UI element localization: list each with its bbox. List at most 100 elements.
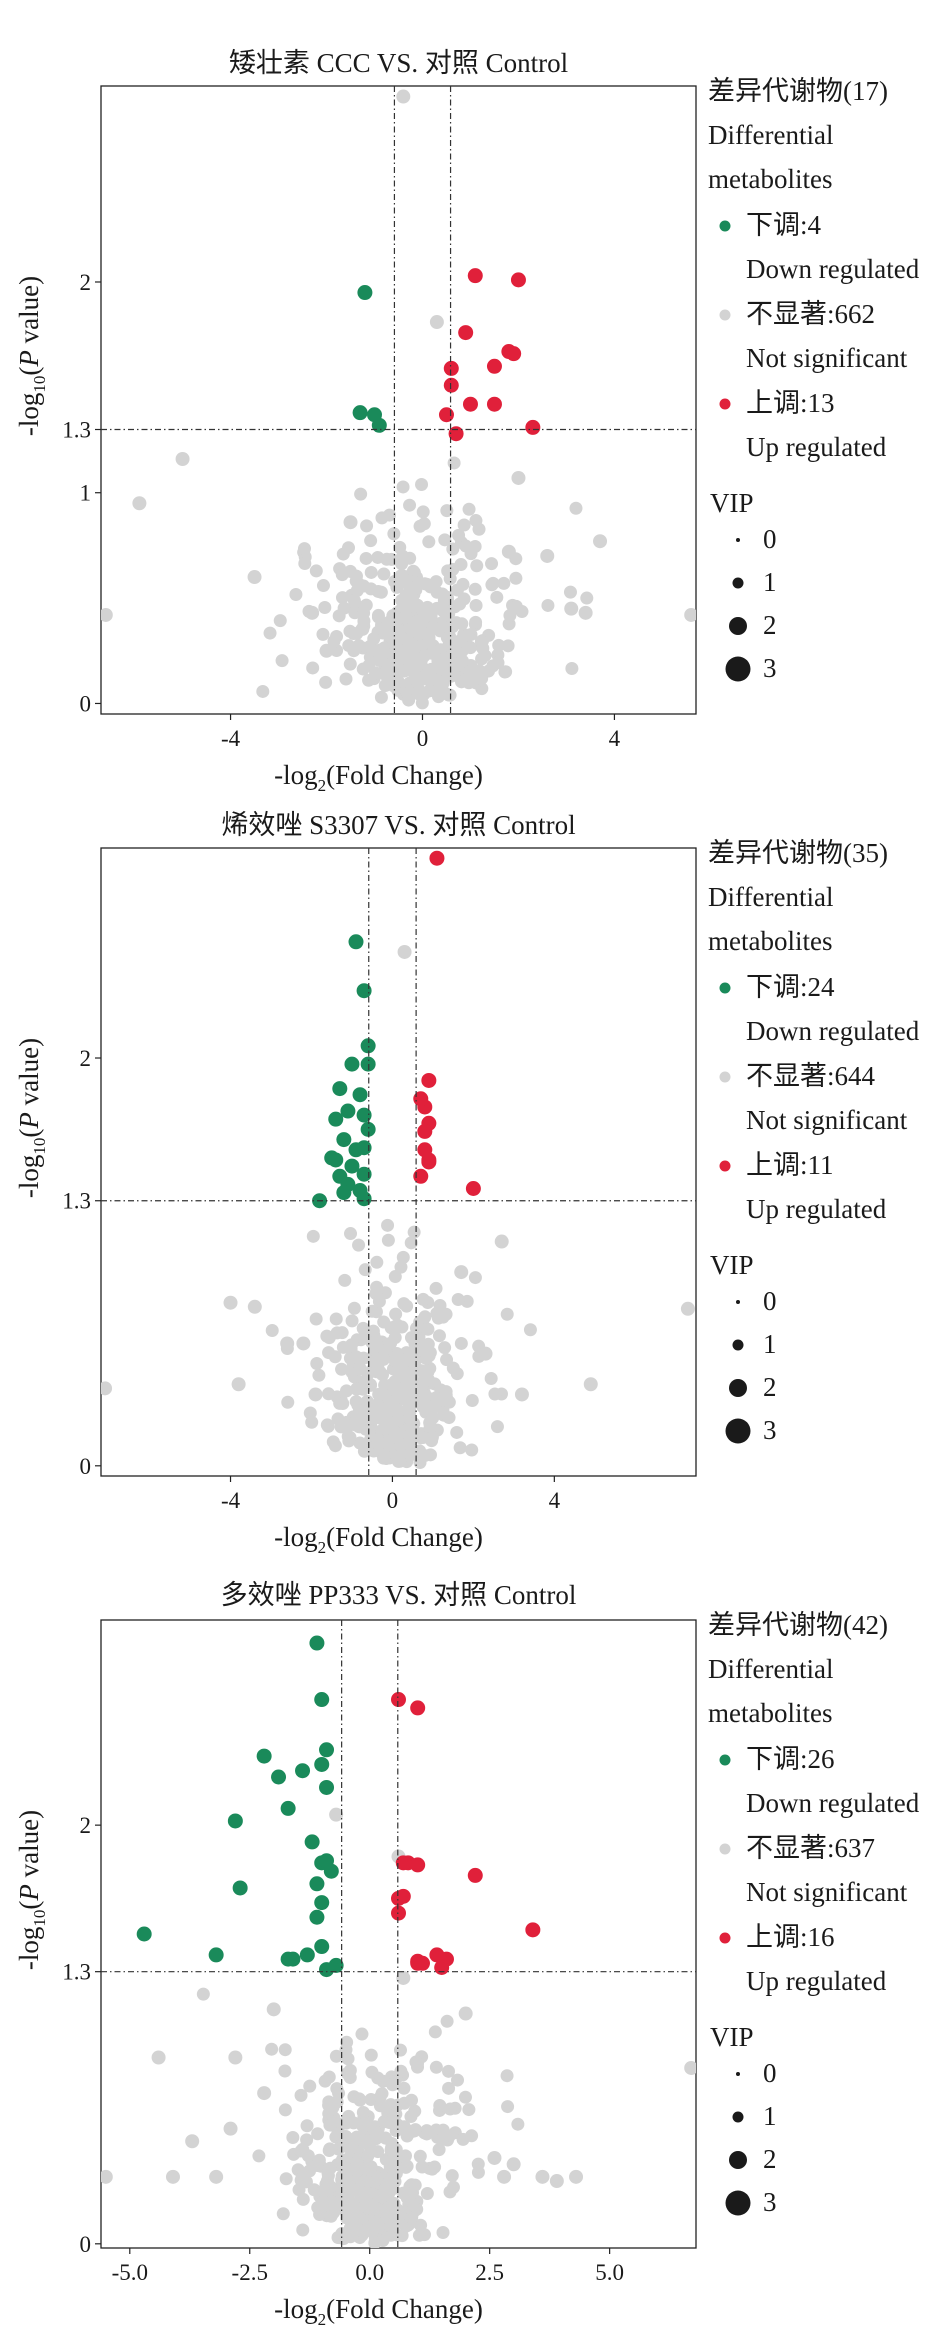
data-point-ns: [500, 1307, 514, 1321]
data-point-ns: [408, 1389, 422, 1403]
data-point-ns: [347, 2090, 361, 2104]
legend-swatch-ns: [719, 309, 731, 321]
legend-title-en-2: metabolites: [708, 926, 832, 956]
data-point-ns: [422, 631, 436, 645]
legend-label-cn: 上调:13: [746, 388, 835, 418]
data-point-ns: [438, 533, 452, 547]
vip-size-swatch: [732, 2111, 744, 2123]
data-point-down: [256, 1748, 272, 1764]
data-point-down: [309, 1876, 325, 1892]
data-point-ns: [511, 2117, 525, 2131]
data-point-ns: [305, 1415, 319, 1429]
data-point-ns: [357, 2134, 371, 2148]
data-point-down: [208, 1947, 224, 1963]
data-point-ns: [412, 687, 426, 701]
data-point-ns: [429, 2060, 443, 2074]
data-point-ns: [407, 1417, 421, 1431]
legend-title-en-1: Differential: [708, 882, 833, 912]
vip-legend-title: VIP: [710, 2022, 754, 2052]
points-layer: [101, 850, 695, 1470]
data-point-up: [421, 1152, 437, 1168]
data-point-ns: [472, 522, 486, 536]
data-point-ns: [306, 1229, 320, 1243]
data-point-ns: [486, 576, 500, 590]
data-point-ns: [475, 635, 489, 649]
data-point-ns: [358, 1263, 372, 1277]
legend-label-en: Not significant: [746, 1105, 908, 1135]
data-point-ns: [256, 684, 270, 698]
data-point-ns: [350, 584, 364, 598]
y-axis-label-pre: -log: [14, 393, 44, 437]
data-point-ns: [356, 1331, 370, 1345]
data-point-ns: [429, 1281, 443, 1295]
legend-swatch-up: [719, 398, 731, 410]
data-point-ns: [318, 600, 332, 614]
data-point-ns: [393, 2043, 407, 2057]
data-point-ns: [680, 1301, 695, 1316]
data-point-ns: [362, 1423, 376, 1437]
data-point-ns: [330, 2082, 344, 2096]
data-point-ns: [451, 2073, 465, 2087]
x-axis-label-pre: -log: [274, 2294, 318, 2324]
data-point-up: [462, 396, 478, 412]
chart-title: 矮壮素 CCC VS. 对照 Control: [229, 48, 568, 78]
plot-frame: [100, 1619, 697, 2249]
data-point-ns: [329, 1312, 343, 1326]
data-point-ns: [276, 2207, 290, 2221]
data-point-ns: [374, 690, 388, 704]
data-point-ns: [252, 2149, 266, 2163]
data-point-ns: [470, 559, 484, 573]
data-point-ns: [541, 598, 555, 612]
data-point-ns: [413, 2149, 427, 2163]
data-point-ns: [442, 688, 456, 702]
legend-swatch-down: [719, 220, 731, 232]
data-point-ns: [223, 1295, 238, 1310]
data-point-ns: [465, 1394, 479, 1408]
data-point-up: [417, 1123, 433, 1139]
legend-label-cn: 上调:11: [746, 1150, 834, 1180]
legend-label-cn: 下调:24: [746, 972, 835, 1002]
x-axis-label: -log2(Fold Change): [274, 2294, 483, 2329]
data-point-ns: [257, 2086, 272, 2101]
data-point-ns: [456, 577, 470, 591]
data-point-down: [309, 1909, 325, 1925]
data-point-ns: [549, 2174, 564, 2189]
data-point-ns: [436, 2225, 450, 2239]
data-point-ns: [378, 667, 392, 681]
data-point-ns: [352, 1238, 366, 1252]
data-point-ns: [453, 1441, 467, 1455]
legend-label-cn: 下调:26: [746, 1744, 835, 1774]
data-point-ns: [484, 1372, 498, 1386]
data-point-ns: [321, 2169, 335, 2183]
legend-swatch-down: [719, 982, 731, 994]
data-point-ns: [397, 1381, 411, 1395]
data-point-ns: [490, 590, 504, 604]
y-axis-label-sub: 10: [30, 1910, 49, 1927]
data-point-ns: [443, 2102, 457, 2116]
data-point-ns: [407, 1357, 421, 1371]
y-axis-label-paren: (: [14, 367, 44, 376]
data-point-ns: [440, 504, 454, 518]
data-point-ns: [312, 1368, 326, 1382]
data-point-down: [328, 1152, 344, 1168]
data-point-up: [467, 1867, 483, 1883]
data-point-ns: [406, 2186, 420, 2200]
data-point-down: [336, 1185, 352, 1201]
y-axis-label-sub: 10: [30, 1138, 49, 1155]
data-point-ns: [410, 2057, 424, 2071]
data-point-ns: [377, 2115, 391, 2129]
data-point-ns: [360, 519, 374, 533]
data-point-ns: [322, 1346, 336, 1360]
data-point-down: [371, 417, 387, 433]
data-point-ns: [263, 626, 277, 640]
data-point-ns: [397, 2081, 411, 2095]
data-point-ns: [490, 1420, 504, 1434]
data-point-ns: [564, 601, 579, 616]
y-axis-label-italic: P: [14, 1884, 44, 1902]
data-point-ns: [386, 2078, 400, 2092]
data-point-ns: [342, 1434, 356, 1448]
data-point-ns: [364, 565, 378, 579]
y-tick-label: 2: [80, 1046, 92, 1071]
data-point-ns: [376, 2234, 390, 2248]
data-point-down: [332, 1081, 348, 1097]
